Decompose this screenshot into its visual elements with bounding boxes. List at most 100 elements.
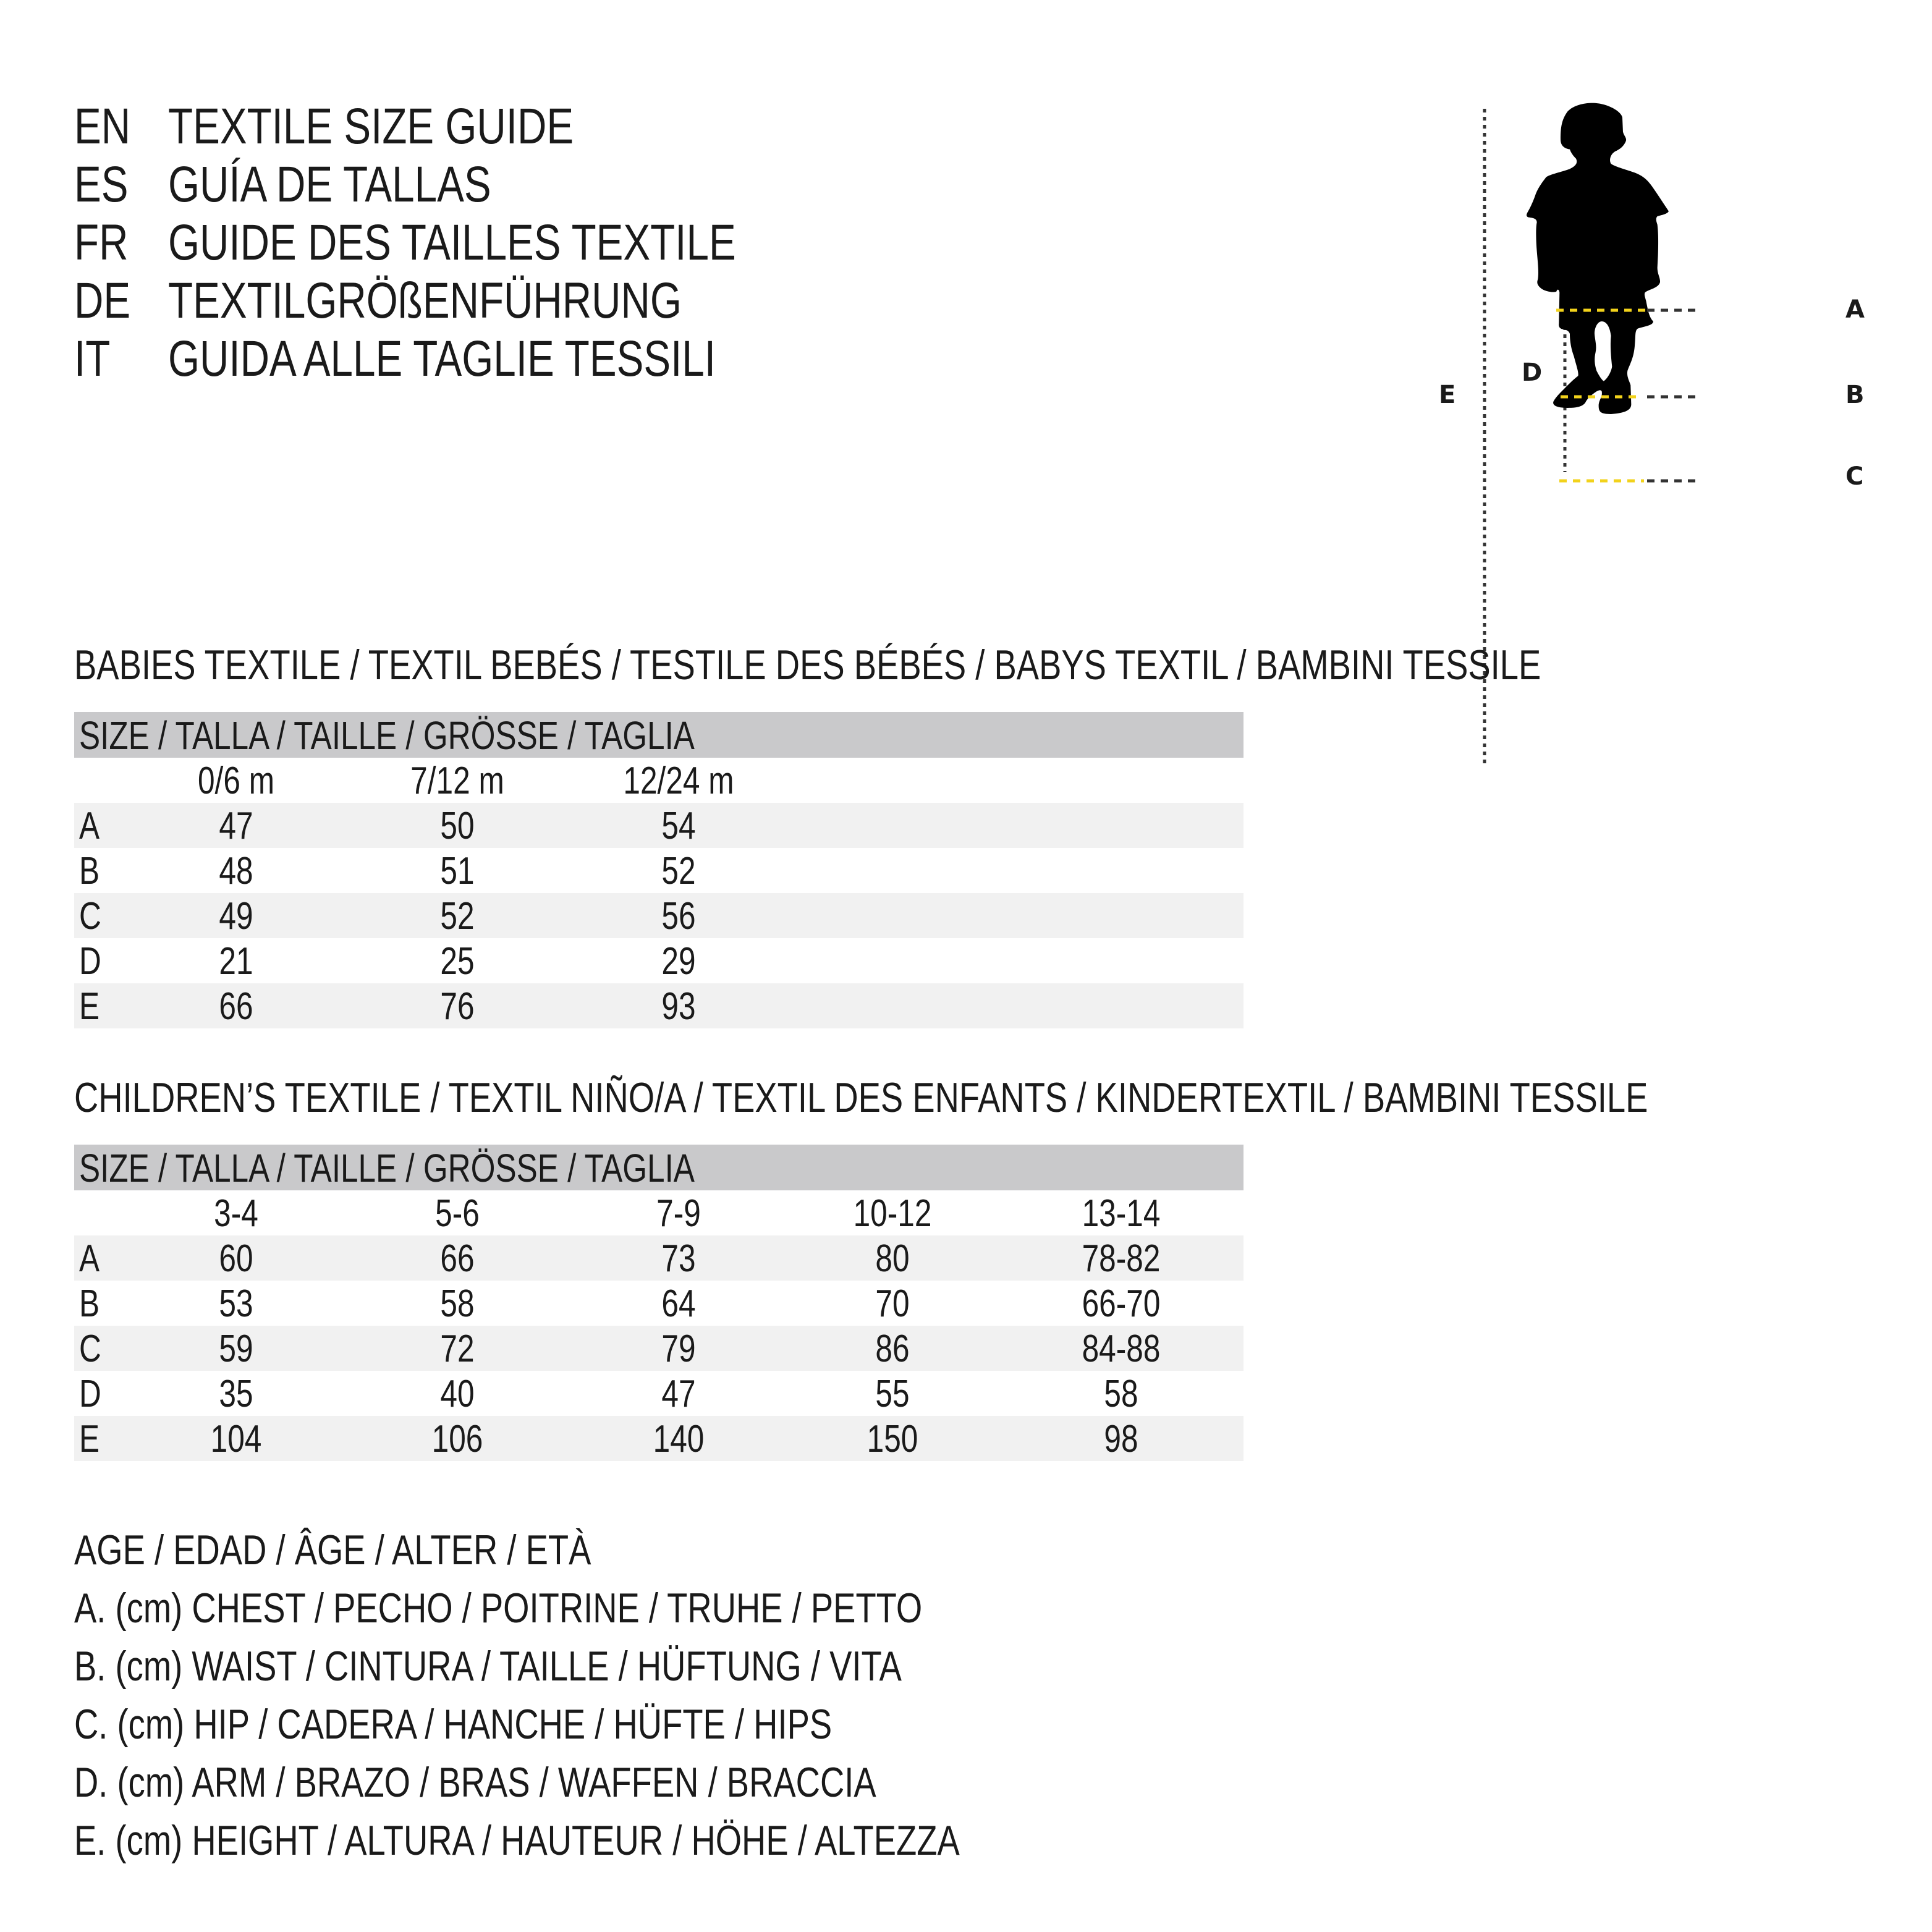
- table-cell: 66: [219, 985, 253, 1028]
- lang-code: IT: [74, 331, 111, 387]
- lang-code: EN: [74, 98, 131, 155]
- table-cell: 54: [661, 805, 696, 847]
- column-header: 13-14: [1082, 1192, 1161, 1235]
- table-cell: 66-70: [1082, 1282, 1161, 1325]
- table-row: E 66 76 93: [74, 983, 1244, 1028]
- legend-arm: D. (cm) ARM / BRAZO / BRAS / WAFFEN / BR…: [74, 1753, 1077, 1811]
- row-label: C: [79, 895, 101, 938]
- legend-text: B. (cm) WAIST / CINTURA / TAILLE / HÜFTU…: [74, 1643, 902, 1690]
- babies-section-title: BABIES TEXTILE / TEXTIL BEBÉS / TESTILE …: [74, 640, 1908, 690]
- table-cell: 25: [440, 940, 475, 983]
- table-cell: 59: [219, 1328, 253, 1370]
- table-cell: 76: [440, 985, 475, 1028]
- row-label: C: [79, 1328, 101, 1370]
- table-cell: 53: [219, 1282, 253, 1325]
- legend-text: A. (cm) CHEST / PECHO / POITRINE / TRUHE…: [74, 1585, 923, 1632]
- table-row: A 47 50 54: [74, 803, 1244, 848]
- table-row: D 21 25 29: [74, 938, 1244, 983]
- row-label: A: [79, 1237, 100, 1280]
- table-cell: 150: [866, 1418, 918, 1460]
- table-cell: 98: [1104, 1418, 1138, 1460]
- label-d: D: [1522, 358, 1543, 387]
- row-label: B: [79, 850, 100, 892]
- size-header-text: SIZE / TALLA / TAILLE / GRÖSSE / TAGLIA: [79, 1146, 695, 1190]
- column-header: 0/6 m: [197, 760, 275, 802]
- column-header: 7/12 m: [410, 760, 504, 802]
- table-cell: 72: [440, 1328, 475, 1370]
- legend-chest: A. (cm) CHEST / PECHO / POITRINE / TRUHE…: [74, 1579, 1134, 1637]
- table-cell: 56: [661, 895, 696, 938]
- column-header: 5-6: [435, 1192, 480, 1235]
- children-section-title: CHILDREN’S TEXTILE / TEXTIL NIÑO/A / TEX…: [74, 1073, 1932, 1122]
- table-row: C 49 52 56: [74, 893, 1244, 938]
- row-label: E: [79, 985, 100, 1028]
- title-text: GUIDE DES TAILLES TEXTILE: [168, 214, 736, 271]
- table-row: B 48 51 52: [74, 848, 1244, 893]
- table-cell: 80: [875, 1237, 910, 1280]
- table-cell: 47: [661, 1373, 696, 1415]
- table-cell: 78-82: [1082, 1237, 1161, 1280]
- title-text: GUÍA DE TALLAS: [168, 156, 491, 213]
- column-header: 12/24 m: [623, 760, 734, 802]
- babies-title-text: BABIES TEXTILE / TEXTIL BEBÉS / TESTILE …: [74, 642, 1541, 688]
- legend-age: AGE / EDAD / ÂGE / ALTER / ETÀ: [74, 1521, 720, 1579]
- column-header: 10-12: [853, 1192, 932, 1235]
- table-row: D 35 40 47 55 58: [74, 1371, 1244, 1416]
- title-text: TEXTILGRÖßENFÜHRUNG: [168, 273, 682, 329]
- table-cell: 66: [440, 1237, 475, 1280]
- table-cell: 86: [875, 1328, 910, 1370]
- table-cell: 93: [661, 985, 696, 1028]
- legend-text: AGE / EDAD / ÂGE / ALTER / ETÀ: [74, 1527, 591, 1574]
- table-cell: 48: [219, 850, 253, 892]
- row-label: E: [79, 1418, 100, 1460]
- label-c: C: [1845, 462, 1864, 491]
- label-e: E: [1439, 381, 1456, 409]
- children-title-text: CHILDREN’S TEXTILE / TEXTIL NIÑO/A / TEX…: [74, 1074, 1648, 1121]
- legend-text: C. (cm) HIP / CADERA / HANCHE / HÜFTE / …: [74, 1701, 833, 1748]
- table-row: E 104 106 140 150 98: [74, 1416, 1244, 1461]
- table-cell: 79: [661, 1328, 696, 1370]
- table-cell: 64: [661, 1282, 696, 1325]
- table-cell: 52: [440, 895, 475, 938]
- title-text: GUIDA ALLE TAGLIE TESSILI: [168, 331, 716, 387]
- table-cell: 40: [440, 1373, 475, 1415]
- label-a: A: [1845, 295, 1865, 324]
- table-cell: 51: [440, 850, 475, 892]
- legend-text: E. (cm) HEIGHT / ALTURA / HAUTEUR / HÖHE…: [74, 1817, 960, 1864]
- row-label: D: [79, 1373, 101, 1415]
- column-header: 7-9: [656, 1192, 701, 1235]
- size-header-row: SIZE / TALLA / TAILLE / GRÖSSE / TAGLIA: [74, 1145, 1244, 1190]
- legend-waist: B. (cm) WAIST / CINTURA / TAILLE / HÜFTU…: [74, 1637, 1109, 1695]
- table-cell: 104: [210, 1418, 262, 1460]
- title-text: TEXTILE SIZE GUIDE: [168, 98, 574, 155]
- row-label: D: [79, 940, 101, 983]
- table-cell: 47: [219, 805, 253, 847]
- table-cell: 35: [219, 1373, 253, 1415]
- table-cell: 50: [440, 805, 475, 847]
- table-cell: 73: [661, 1237, 696, 1280]
- babies-size-table: SIZE / TALLA / TAILLE / GRÖSSE / TAGLIA 0…: [74, 712, 1244, 1028]
- child-silhouette-icon: [1526, 103, 1669, 414]
- legend-height: E. (cm) HEIGHT / ALTURA / HAUTEUR / HÖHE…: [74, 1811, 1181, 1870]
- table-row: A 60 66 73 80 78-82: [74, 1235, 1244, 1281]
- table-row: C 59 72 79 86 84-88: [74, 1326, 1244, 1371]
- table-cell: 58: [440, 1282, 475, 1325]
- table-row: B 53 58 64 70 66-70: [74, 1281, 1244, 1326]
- lang-code: FR: [74, 214, 129, 271]
- row-label: B: [79, 1282, 100, 1325]
- table-cell: 140: [653, 1418, 705, 1460]
- legend-hip: C. (cm) HIP / CADERA / HANCHE / HÜFTE / …: [74, 1695, 1022, 1753]
- children-size-table: SIZE / TALLA / TAILLE / GRÖSSE / TAGLIA 3…: [74, 1145, 1244, 1461]
- column-header-row: 0/6 m 7/12 m 12/24 m: [74, 758, 1244, 803]
- table-cell: 21: [219, 940, 253, 983]
- table-cell: 55: [875, 1373, 910, 1415]
- lang-code: DE: [74, 273, 131, 329]
- table-cell: 70: [875, 1282, 910, 1325]
- size-header-text: SIZE / TALLA / TAILLE / GRÖSSE / TAGLIA: [79, 713, 695, 758]
- child-measurement-figure: [1483, 103, 1697, 766]
- table-cell: 84-88: [1082, 1328, 1161, 1370]
- table-cell: 29: [661, 940, 696, 983]
- lang-code: ES: [74, 156, 129, 213]
- column-header: 3-4: [214, 1192, 258, 1235]
- label-b: B: [1845, 381, 1865, 409]
